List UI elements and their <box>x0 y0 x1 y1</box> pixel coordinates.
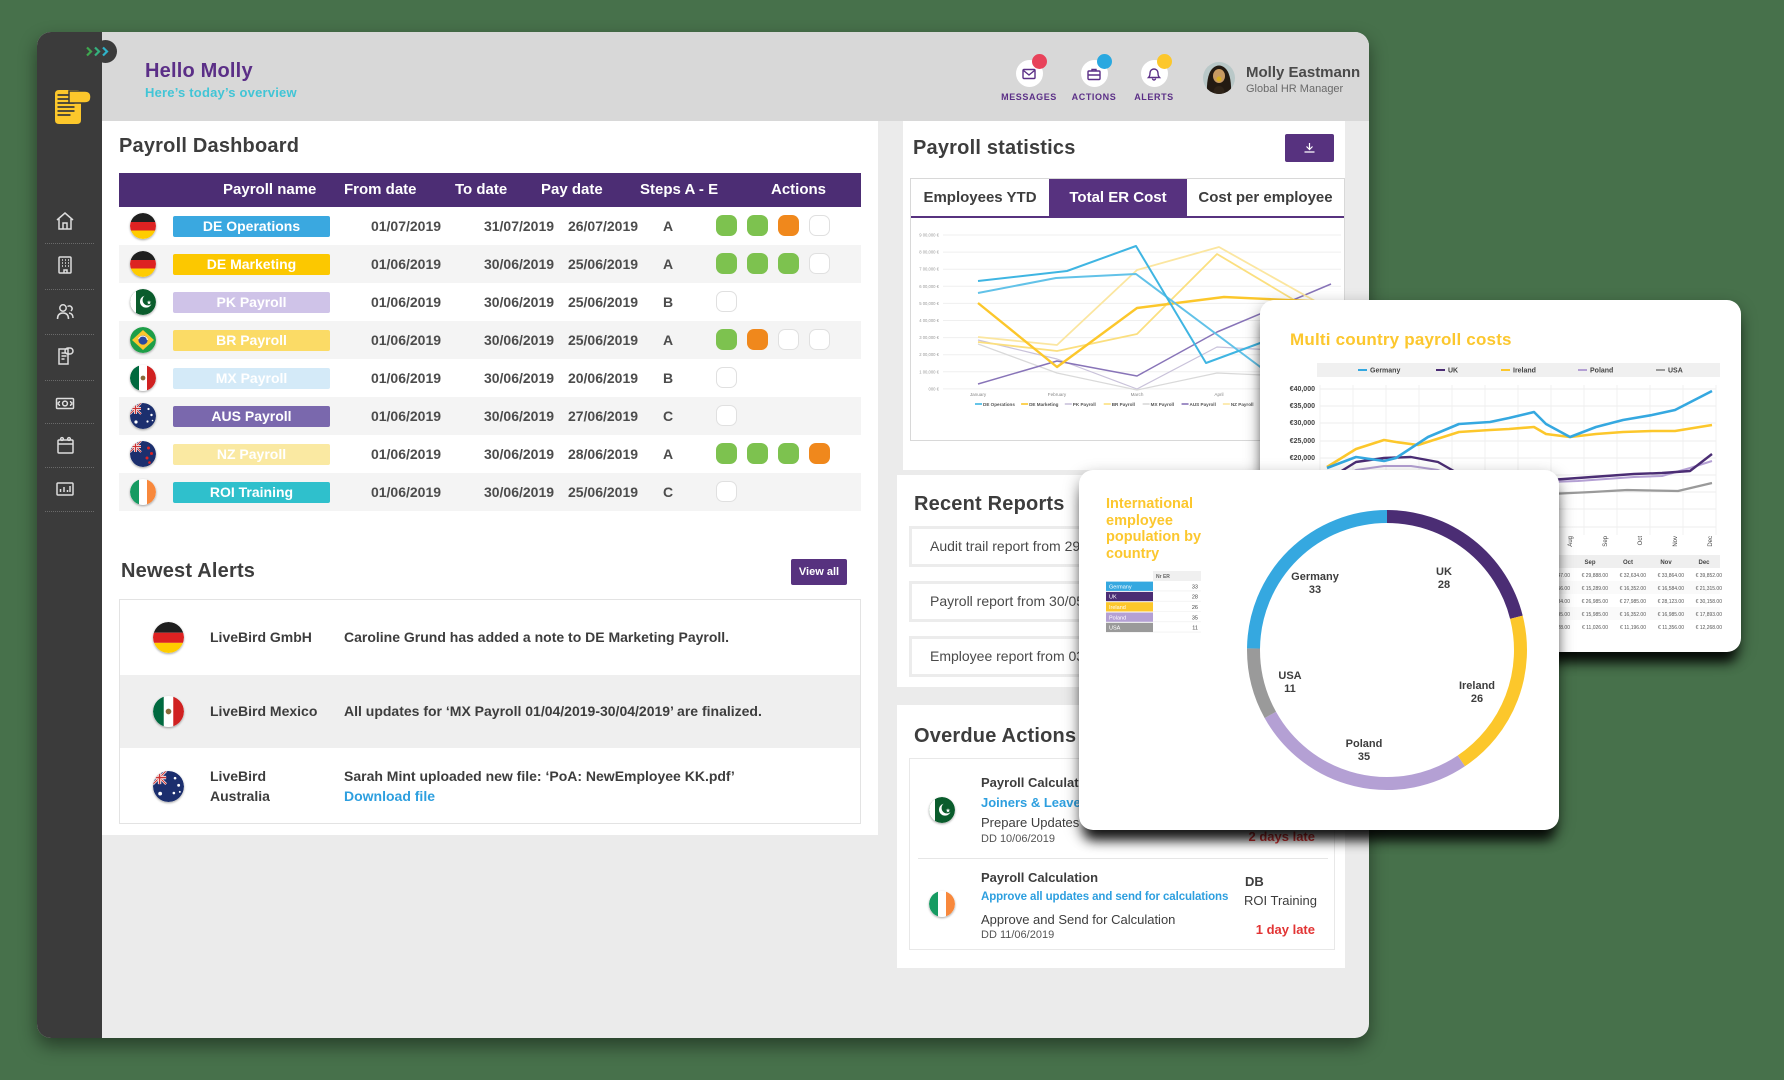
svg-text:Germany: Germany <box>1109 584 1132 590</box>
svg-text:BR Payroll: BR Payroll <box>1112 402 1135 407</box>
svg-text:€25,000: €25,000 <box>1290 438 1315 445</box>
svg-text:Dec: Dec <box>1708 536 1714 547</box>
svg-text:€ 11,196.00: € 11,196.00 <box>1620 625 1646 631</box>
svg-text:11: 11 <box>1192 626 1198 632</box>
svg-text:000 €: 000 € <box>929 386 940 391</box>
svg-text:DE Marketing: DE Marketing <box>1029 402 1059 407</box>
svg-text:€ 16,985.00: € 16,985.00 <box>1658 612 1685 618</box>
svg-text:1 00,000 €: 1 00,000 € <box>919 369 939 374</box>
svg-text:UK: UK <box>1448 368 1458 375</box>
svg-text:€35,000: €35,000 <box>1290 403 1315 410</box>
svg-text:33: 33 <box>1192 584 1198 590</box>
svg-text:March: March <box>1131 392 1144 397</box>
svg-text:Nov: Nov <box>1673 536 1679 547</box>
svg-text:April: April <box>1214 392 1223 397</box>
svg-text:Nr ER: Nr ER <box>1156 574 1170 580</box>
svg-text:USA: USA <box>1109 626 1121 632</box>
svg-text:€30,000: €30,000 <box>1290 420 1315 427</box>
svg-text:€ 11,026.00: € 11,026.00 <box>1582 625 1608 631</box>
svg-text:UK: UK <box>1436 566 1452 578</box>
svg-text:26: 26 <box>1192 605 1198 611</box>
svg-text:Ireland: Ireland <box>1459 680 1495 692</box>
svg-text:Sep: Sep <box>1584 560 1595 566</box>
svg-text:€ 32,634.00: € 32,634.00 <box>1620 573 1647 579</box>
svg-text:Poland: Poland <box>1346 738 1383 750</box>
svg-text:Nov: Nov <box>1660 560 1672 566</box>
svg-text:26: 26 <box>1471 693 1483 705</box>
svg-text:Oct: Oct <box>1623 560 1633 566</box>
svg-text:11: 11 <box>1284 683 1296 695</box>
svg-text:USA: USA <box>1668 368 1683 375</box>
svg-text:33: 33 <box>1309 584 1321 596</box>
svg-text:€ 15,985.00: € 15,985.00 <box>1582 612 1609 618</box>
svg-text:€ 30,158.00: € 30,158.00 <box>1696 599 1723 605</box>
svg-text:€ 33,864.00: € 33,864.00 <box>1658 573 1685 579</box>
svg-text:9 00,000 €: 9 00,000 € <box>919 233 939 238</box>
svg-text:28: 28 <box>1192 595 1198 601</box>
svg-text:NZ Payroll: NZ Payroll <box>1231 402 1254 407</box>
svg-text:€ 12,268.00: € 12,268.00 <box>1696 625 1723 631</box>
svg-text:Poland: Poland <box>1109 615 1126 621</box>
svg-text:DE Operations: DE Operations <box>983 402 1015 407</box>
svg-text:€ 39,852.00: € 39,852.00 <box>1696 573 1723 579</box>
svg-text:MX Payroll: MX Payroll <box>1151 402 1175 407</box>
svg-text:€40,000: €40,000 <box>1290 386 1315 393</box>
svg-text:Germany: Germany <box>1291 571 1340 583</box>
svg-text:Oct: Oct <box>1638 536 1644 546</box>
svg-text:€ 16,352.00: € 16,352.00 <box>1620 612 1647 618</box>
svg-text:8 00,000 €: 8 00,000 € <box>919 250 939 255</box>
svg-text:35: 35 <box>1358 751 1370 763</box>
svg-text:€20,000: €20,000 <box>1290 455 1315 462</box>
svg-text:PK Payroll: PK Payroll <box>1073 402 1096 407</box>
svg-text:€ 16,352.00: € 16,352.00 <box>1620 586 1647 592</box>
svg-text:Poland: Poland <box>1590 368 1613 375</box>
svg-text:€ 16,584.00: € 16,584.00 <box>1658 586 1685 592</box>
svg-text:3 00,000 €: 3 00,000 € <box>919 335 939 340</box>
svg-text:€ 15,289.00: € 15,289.00 <box>1582 586 1609 592</box>
svg-text:Dec: Dec <box>1698 560 1710 566</box>
svg-text:€ 26,985.00: € 26,985.00 <box>1582 599 1609 605</box>
svg-text:AUS Payroll: AUS Payroll <box>1190 402 1216 407</box>
svg-text:Germany: Germany <box>1370 368 1400 375</box>
svg-text:€ 27,985.00: € 27,985.00 <box>1620 599 1647 605</box>
svg-text:28: 28 <box>1438 579 1450 591</box>
svg-text:Aug: Aug <box>1568 536 1574 547</box>
svg-text:7 00,000 €: 7 00,000 € <box>919 267 939 272</box>
svg-text:Ireland: Ireland <box>1109 605 1126 611</box>
svg-text:5 00,000 €: 5 00,000 € <box>919 301 939 306</box>
svg-text:Ireland: Ireland <box>1513 368 1536 375</box>
svg-text:35: 35 <box>1192 615 1198 621</box>
svg-text:6 00,000 €: 6 00,000 € <box>919 284 939 289</box>
svg-text:2 00,000 €: 2 00,000 € <box>919 352 939 357</box>
svg-text:February: February <box>1048 392 1067 397</box>
svg-text:January: January <box>970 392 987 397</box>
svg-text:€ 29,888.00: € 29,888.00 <box>1582 573 1609 579</box>
svg-text:4 00,000 €: 4 00,000 € <box>919 318 939 323</box>
svg-text:€ 17,893.00: € 17,893.00 <box>1696 612 1723 618</box>
svg-text:USA: USA <box>1278 670 1301 682</box>
svg-text:€ 11,356.00: € 11,356.00 <box>1658 625 1684 631</box>
svg-text:€ 28,123.00: € 28,123.00 <box>1658 599 1685 605</box>
svg-text:€ 21,315.00: € 21,315.00 <box>1696 586 1723 592</box>
svg-text:Sep: Sep <box>1603 535 1609 546</box>
svg-text:UK: UK <box>1109 595 1117 601</box>
